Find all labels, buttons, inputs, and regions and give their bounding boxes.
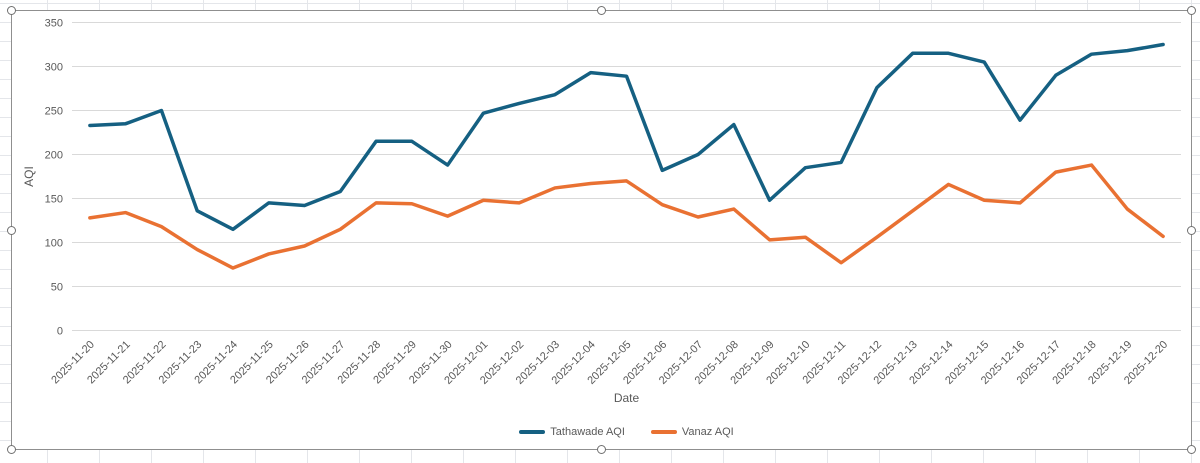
legend-line-swatch-tathawade — [519, 430, 546, 434]
aqi-line-chart: 0501001502002503003502025-11-202025-11-2… — [22, 18, 1181, 405]
legend-line-swatch-vanaz — [650, 430, 677, 434]
resize-handle-top-left[interactable] — [7, 6, 16, 15]
resize-handle-middle-left[interactable] — [7, 225, 16, 235]
y-tick-label[interactable]: 300 — [45, 62, 63, 74]
chart-object[interactable]: 0 50 100 150 200 250 300 350 2025-11-20 2025-11-2… — [7, 6, 1196, 454]
y-tick-label[interactable]: 250 — [45, 106, 63, 118]
resize-handle-middle-right[interactable] — [1187, 225, 1196, 235]
x-axis-title[interactable]: Date — [614, 391, 640, 405]
y-tick-label[interactable]: 150 — [45, 194, 63, 206]
resize-handle-bottom-left[interactable] — [7, 445, 16, 454]
legend-label-vanaz: Vanaz AQI — [681, 425, 734, 438]
chart-legend[interactable]: Tathawade AQI Vanaz AQI — [72, 423, 1181, 441]
y-tick-label[interactable]: 200 — [45, 150, 63, 162]
y-axis-title[interactable]: AQI — [22, 166, 36, 187]
y-tick-label[interactable]: 0 — [57, 326, 63, 338]
y-tick-label[interactable]: 350 — [45, 18, 63, 30]
resize-handle-bottom-center[interactable] — [597, 445, 606, 454]
y-tick-label[interactable]: 100 — [45, 238, 63, 250]
y-tick-label[interactable]: 50 — [51, 282, 63, 294]
resize-handle-top-center[interactable] — [597, 6, 606, 15]
resize-handle-top-right[interactable] — [1187, 6, 1196, 15]
legend-item-tathawade[interactable]: Tathawade AQI — [519, 425, 625, 438]
resize-handle-bottom-right[interactable] — [1187, 445, 1196, 454]
legend-label-tathawade: Tathawade AQI — [550, 425, 625, 438]
legend-item-vanaz[interactable]: Vanaz AQI — [650, 425, 734, 438]
series-line-vanaz-aqi[interactable] — [88, 163, 1165, 270]
series-line-tathawade-aqi[interactable] — [88, 42, 1165, 232]
